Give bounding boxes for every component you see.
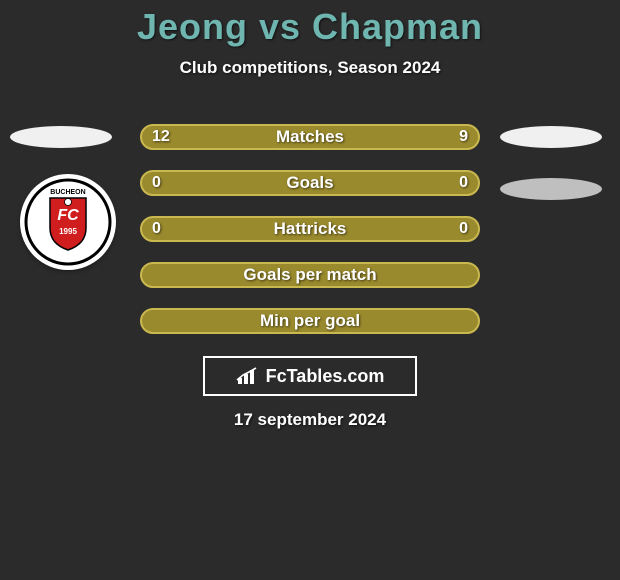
club-crest-icon: BUCHEON FC 1995 [24,178,112,266]
stat-label: Goals per match [243,265,376,285]
right-club-logo-placeholder [500,178,602,200]
stat-bar-row: Goals per match [140,262,480,288]
stat-bar-row: Min per goal [140,308,480,334]
brand-text: FcTables.com [266,366,385,387]
stat-label: Matches [276,127,344,147]
svg-text:1995: 1995 [59,227,77,236]
stat-label: Hattricks [274,219,347,239]
stat-label: Goals [286,173,333,193]
left-player-avatar-placeholder [10,126,112,148]
stat-left-value: 0 [152,174,161,192]
left-club-badge: BUCHEON FC 1995 [20,174,116,270]
stat-bars-container: 12 Matches 9 0 Goals 0 0 Hattricks 0 Goals per ma… [140,124,480,354]
bar-chart-icon [236,366,260,386]
stat-bar-row: 12 Matches 9 [140,124,480,150]
date-text: 17 september 2024 [0,410,620,430]
stat-right-value: 0 [459,174,468,192]
brand-box: FcTables.com [203,356,417,396]
stat-bar-row: 0 Goals 0 [140,170,480,196]
svg-text:BUCHEON: BUCHEON [50,189,85,196]
page-subtitle: Club competitions, Season 2024 [0,58,620,78]
page-root: Jeong vs Chapman Club competitions, Seas… [0,0,620,580]
right-player-avatar-placeholder [500,126,602,148]
stat-right-value: 9 [459,128,468,146]
stat-label: Min per goal [260,311,360,331]
svg-text:FC: FC [57,207,79,224]
stat-bar-row: 0 Hattricks 0 [140,216,480,242]
stat-left-value: 0 [152,220,161,238]
page-title: Jeong vs Chapman [0,0,620,48]
stat-left-value: 12 [152,128,170,146]
stat-right-value: 0 [459,220,468,238]
